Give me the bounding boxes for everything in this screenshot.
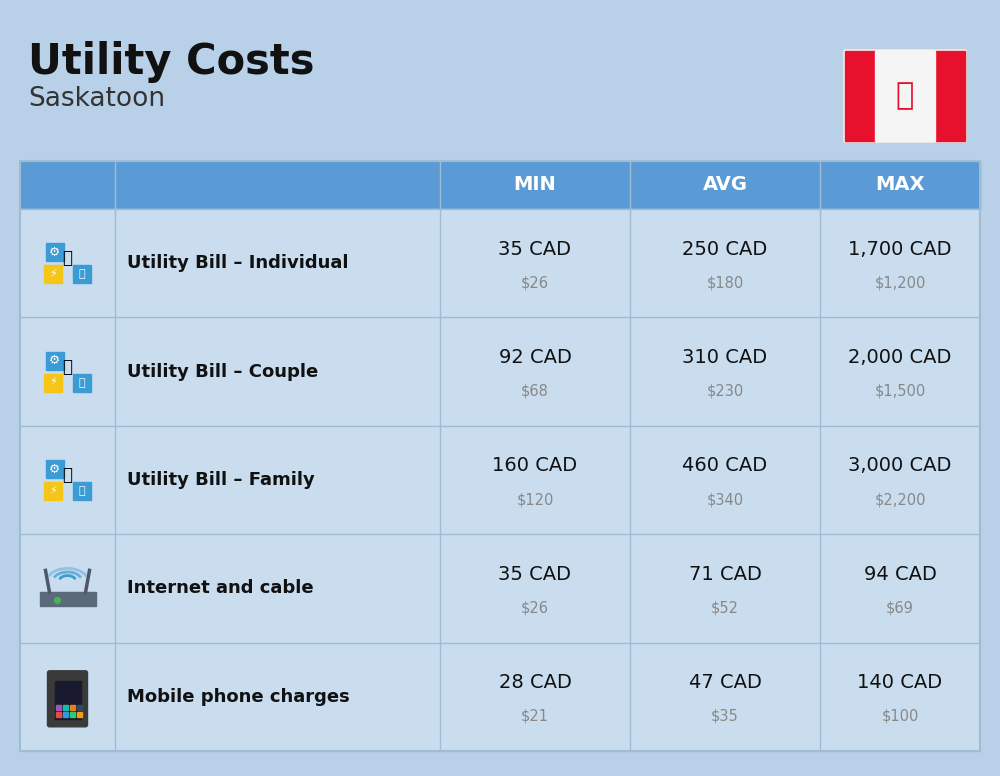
- Text: ⚙: ⚙: [49, 462, 60, 476]
- Text: 310 CAD: 310 CAD: [682, 348, 768, 367]
- Text: Internet and cable: Internet and cable: [127, 580, 314, 598]
- Text: 🍁: 🍁: [896, 81, 914, 110]
- Text: 🧑: 🧑: [62, 466, 72, 484]
- Bar: [20, 426, 980, 534]
- Bar: [20, 317, 980, 426]
- Text: $2,200: $2,200: [874, 492, 926, 507]
- Bar: [72, 265, 90, 283]
- Text: $1,200: $1,200: [874, 275, 926, 290]
- Text: $100: $100: [881, 708, 919, 724]
- Bar: [20, 643, 980, 751]
- Bar: [46, 243, 64, 262]
- Text: ⚡: ⚡: [49, 269, 56, 279]
- Text: $230: $230: [706, 383, 744, 399]
- Bar: [62, 712, 68, 717]
- Bar: [845, 51, 875, 141]
- Bar: [20, 161, 115, 209]
- Text: 3,000 CAD: 3,000 CAD: [848, 456, 952, 476]
- Bar: [40, 592, 96, 606]
- Text: $26: $26: [521, 275, 549, 290]
- Bar: [70, 712, 74, 717]
- Text: $52: $52: [711, 601, 739, 615]
- Text: ⚙: ⚙: [49, 246, 60, 258]
- Bar: [440, 161, 630, 209]
- Text: 🔧: 🔧: [78, 486, 85, 496]
- Bar: [76, 705, 82, 710]
- Text: 1,700 CAD: 1,700 CAD: [848, 240, 952, 258]
- Text: 🔧: 🔧: [78, 269, 85, 279]
- Bar: [72, 373, 90, 392]
- Text: 140 CAD: 140 CAD: [857, 674, 943, 692]
- Text: $1,500: $1,500: [874, 383, 926, 399]
- Text: ⚡: ⚡: [49, 378, 56, 387]
- Text: $35: $35: [711, 708, 739, 724]
- Text: MAX: MAX: [875, 175, 925, 195]
- Text: $26: $26: [521, 601, 549, 615]
- Bar: [56, 712, 60, 717]
- Bar: [54, 681, 80, 719]
- Text: $340: $340: [706, 492, 744, 507]
- Text: 47 CAD: 47 CAD: [689, 674, 761, 692]
- Text: Utility Costs: Utility Costs: [28, 41, 314, 83]
- Circle shape: [54, 598, 60, 604]
- Text: Utility Bill – Family: Utility Bill – Family: [127, 471, 315, 489]
- Bar: [70, 705, 74, 710]
- Text: $68: $68: [521, 383, 549, 399]
- Bar: [44, 265, 62, 283]
- Bar: [630, 161, 820, 209]
- Bar: [46, 460, 64, 478]
- Text: 2,000 CAD: 2,000 CAD: [848, 348, 952, 367]
- Text: 160 CAD: 160 CAD: [492, 456, 578, 476]
- Text: MIN: MIN: [514, 175, 556, 195]
- Text: 94 CAD: 94 CAD: [864, 565, 936, 584]
- Bar: [44, 482, 62, 500]
- Text: ⚙: ⚙: [49, 354, 60, 367]
- Bar: [935, 51, 965, 141]
- Text: 92 CAD: 92 CAD: [499, 348, 571, 367]
- Bar: [20, 209, 980, 317]
- FancyBboxPatch shape: [48, 670, 88, 727]
- FancyBboxPatch shape: [843, 49, 967, 143]
- Text: $69: $69: [886, 601, 914, 615]
- Bar: [76, 712, 82, 717]
- Bar: [44, 373, 62, 392]
- Text: $21: $21: [521, 708, 549, 724]
- Text: Utility Bill – Individual: Utility Bill – Individual: [127, 255, 349, 272]
- Bar: [20, 534, 980, 643]
- Bar: [20, 161, 980, 751]
- Text: $120: $120: [516, 492, 554, 507]
- Bar: [56, 705, 60, 710]
- Bar: [820, 161, 980, 209]
- Text: 71 CAD: 71 CAD: [689, 565, 761, 584]
- Bar: [62, 705, 68, 710]
- Text: 460 CAD: 460 CAD: [682, 456, 768, 476]
- Text: $180: $180: [706, 275, 744, 290]
- Text: 35 CAD: 35 CAD: [498, 240, 572, 258]
- Text: 250 CAD: 250 CAD: [682, 240, 768, 258]
- Text: Utility Bill – Couple: Utility Bill – Couple: [127, 362, 318, 380]
- Text: 28 CAD: 28 CAD: [499, 674, 571, 692]
- Bar: [72, 482, 90, 500]
- Bar: [115, 161, 440, 209]
- Text: Saskatoon: Saskatoon: [28, 86, 165, 112]
- Text: 🧑: 🧑: [62, 358, 72, 376]
- Text: ⚡: ⚡: [49, 486, 56, 496]
- Bar: [46, 352, 64, 369]
- Text: AVG: AVG: [702, 175, 748, 195]
- Bar: [875, 51, 935, 141]
- Text: 🔧: 🔧: [78, 378, 85, 387]
- Text: Mobile phone charges: Mobile phone charges: [127, 688, 350, 706]
- Text: 35 CAD: 35 CAD: [498, 565, 572, 584]
- Text: 🧑: 🧑: [62, 249, 72, 267]
